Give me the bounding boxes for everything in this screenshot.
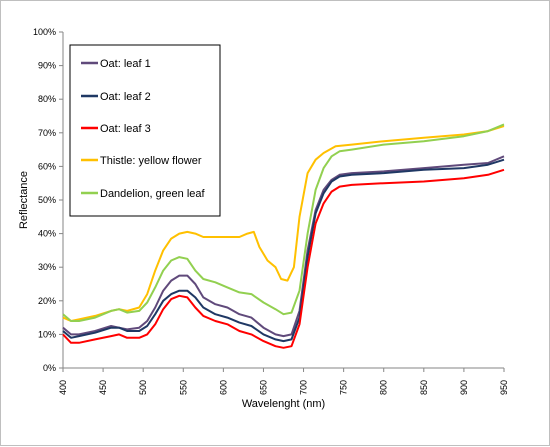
legend: Oat: leaf 1 Oat: leaf 2 Oat: leaf 3 Thistle…	[69, 44, 221, 217]
legend-box	[69, 44, 221, 217]
series-lines	[62, 123, 505, 349]
legend-label: Oat: leaf 1	[100, 58, 151, 70]
y-tick-label: 0%	[43, 363, 56, 373]
x-tick-label: 850	[419, 380, 429, 395]
series-line-oat-leaf-3	[62, 168, 505, 349]
y-tick-label: 10%	[38, 329, 56, 339]
x-tick-label: 450	[98, 380, 108, 395]
x-tick-label: 950	[499, 380, 509, 395]
legend-label: Oat: leaf 2	[100, 91, 151, 103]
x-tick-label: 650	[258, 380, 268, 395]
legend-label: Thistle: yellow flower	[100, 155, 202, 167]
tick-marks: 0% 10% 20% 30% 40% 50% 60% 70% 80% 90% 100% 400 450 5…	[33, 27, 509, 395]
y-tick-label: 90%	[38, 61, 56, 71]
x-tick-label: 800	[379, 380, 389, 395]
legend-label: Oat: leaf 3	[100, 123, 151, 135]
y-axis-title: Reflectance	[18, 171, 30, 229]
y-tick-label: 40%	[38, 229, 56, 239]
series-line-oat-leaf-2	[62, 158, 505, 343]
x-tick-label: 900	[459, 380, 469, 395]
x-tick-label: 750	[339, 380, 349, 395]
y-tick-label: 30%	[38, 262, 56, 272]
series-line-dandelion-green-leaf	[62, 123, 505, 322]
series-line-thistle-yellow-flower	[62, 125, 505, 322]
y-tick-label: 70%	[38, 128, 56, 138]
series-line-oat-leaf-1	[62, 155, 505, 338]
y-tick-label: 80%	[38, 94, 56, 104]
y-tick-label: 50%	[38, 195, 56, 205]
x-tick-label: 500	[138, 380, 148, 395]
x-tick-label: 700	[299, 380, 309, 395]
y-tick-label: 20%	[38, 296, 56, 306]
x-tick-label: 400	[58, 380, 68, 395]
legend-label: Dandelion, green leaf	[100, 188, 206, 200]
x-tick-label: 550	[178, 380, 188, 395]
x-tick-label: 600	[218, 380, 228, 395]
y-tick-label: 60%	[38, 161, 56, 171]
x-axis-title: Wavelenght (nm)	[242, 398, 325, 410]
y-tick-label: 100%	[33, 27, 56, 37]
